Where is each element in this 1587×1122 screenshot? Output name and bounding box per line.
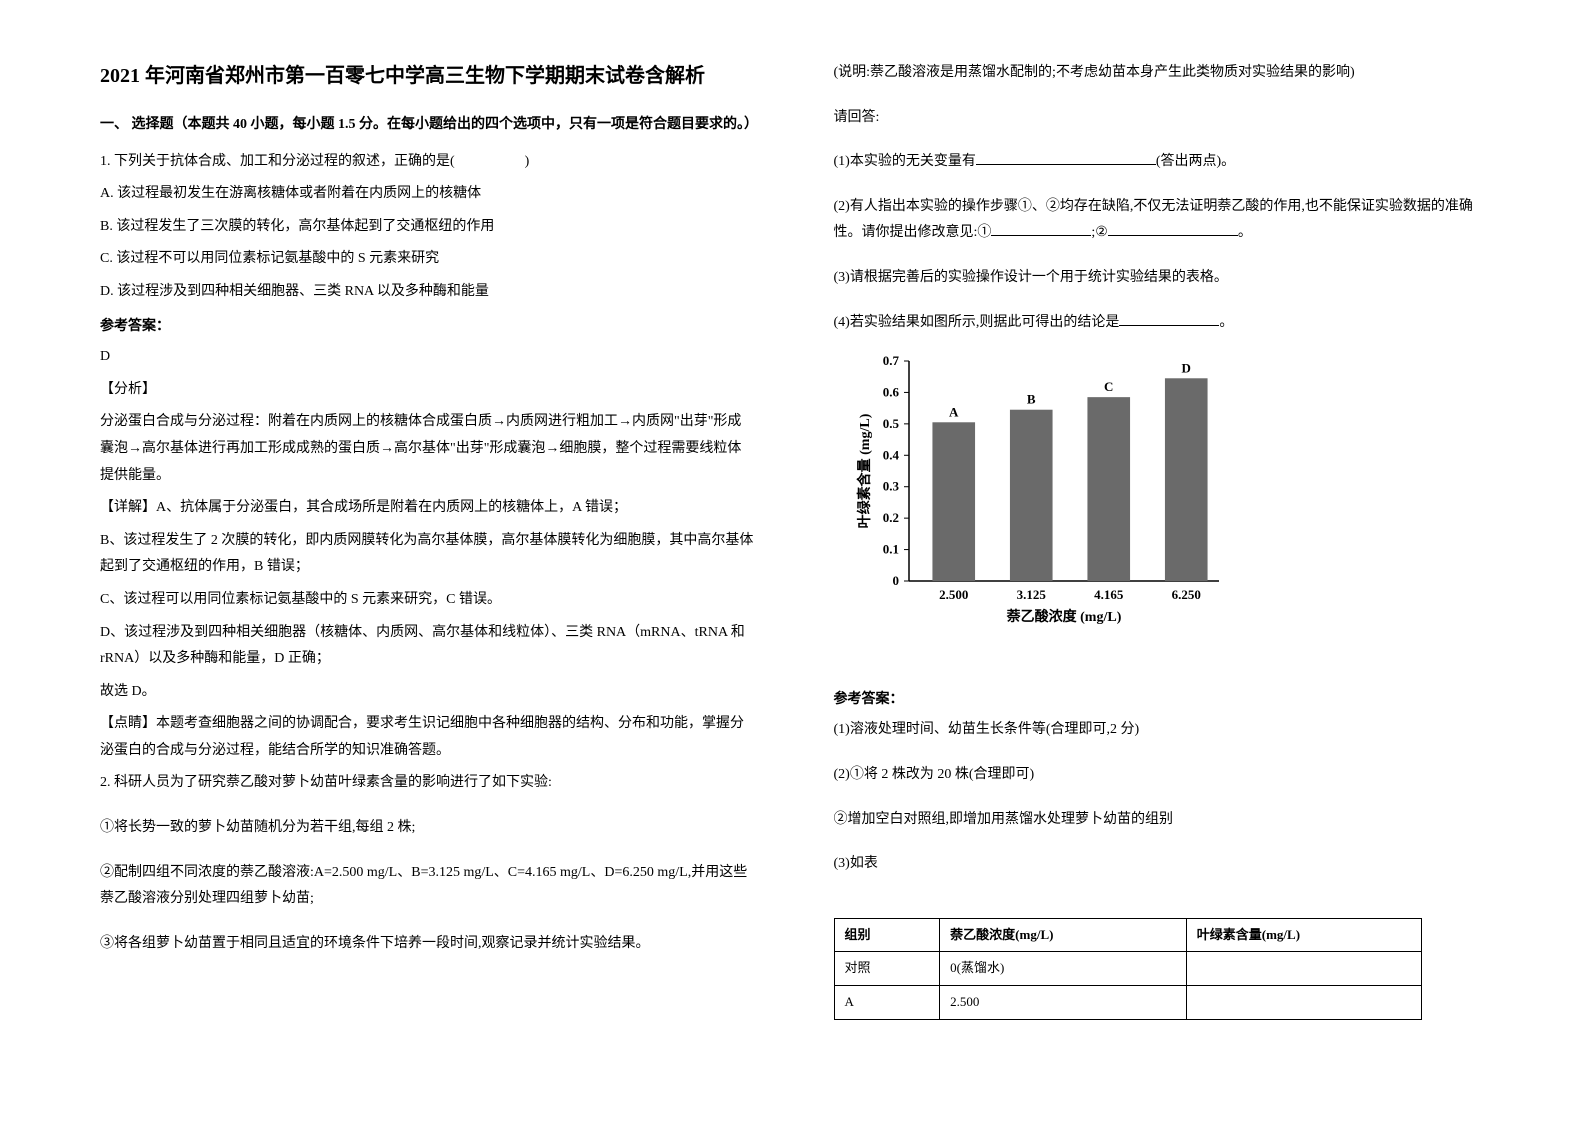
sub-q3: (3)请根据完善后的实验操作设计一个用于统计实验结果的表格。 — [834, 265, 1488, 292]
table-row: 对照0(蒸馏水) — [834, 952, 1421, 986]
ans-2b: ②增加空白对照组,即增加用蒸馏水处理萝卜幼苗的组别 — [834, 807, 1488, 834]
answer-label-right: 参考答案： — [834, 687, 1488, 714]
blank-2a[interactable] — [991, 222, 1091, 236]
detail-p1: 【详解】A、抗体属于分泌蛋白，其合成场所是附着在内质网上的核糖体上，A 错误； — [100, 495, 754, 522]
svg-text:0.5: 0.5 — [882, 416, 899, 431]
table-cell — [1186, 952, 1421, 986]
table-cell: A — [834, 986, 940, 1020]
detail-p5: 故选 D。 — [100, 679, 754, 706]
svg-text:4.165: 4.165 — [1094, 587, 1124, 602]
q1-option-b: B. 该过程发生了三次膜的转化，高尔基体起到了交通枢纽的作用 — [100, 214, 754, 241]
table-cell: 对照 — [834, 952, 940, 986]
table-header-cell: 叶绿素含量(mg/L) — [1186, 918, 1421, 952]
svg-text:0.3: 0.3 — [882, 479, 899, 494]
chart-svg: 0 0.1 0.2 0.3 0.4 0.5 0.6 0.7 A 2.500 B 3.125 C 4.165… — [854, 351, 1254, 661]
bar-chart: 0 0.1 0.2 0.3 0.4 0.5 0.6 0.7 A 2.500 B 3.125 C 4.165… — [834, 351, 1488, 672]
svg-text:D: D — [1181, 360, 1190, 375]
result-table: 组别萘乙酸浓度(mg/L)叶绿素含量(mg/L) 对照0(蒸馏水)A2.500 — [834, 918, 1422, 1020]
analysis-label: 【分析】 — [100, 377, 754, 404]
sub-q4-suf: 。 — [1219, 315, 1233, 330]
table-cell: 2.500 — [940, 986, 1187, 1020]
ans-1: (1)溶液处理时间、幼苗生长条件等(合理即可,2 分) — [834, 717, 1488, 744]
sub-q2-mid: ;② — [1091, 225, 1107, 240]
svg-text:C: C — [1104, 379, 1113, 394]
blank-2b[interactable] — [1108, 222, 1238, 236]
note: (说明:萘乙酸溶液是用蒸馏水配制的;不考虑幼苗本身产生此类物质对实验结果的影响) — [834, 60, 1488, 87]
point-p1: 【点睛】本题考查细胞器之间的协调配合，要求考生识记细胞中各种细胞器的结构、分布和… — [100, 711, 754, 764]
svg-text:萘乙酸浓度 (mg/L): 萘乙酸浓度 (mg/L) — [1005, 608, 1121, 625]
detail-p4: D、该过程涉及到四种相关细胞器（核糖体、内质网、高尔基体和线粒体）、三类 RNA… — [100, 620, 754, 673]
ans-2a: (2)①将 2 株改为 20 株(合理即可) — [834, 762, 1488, 789]
q1-option-c: C. 该过程不可以用同位素标记氨基酸中的 S 元素来研究 — [100, 246, 754, 273]
analysis-p1: 分泌蛋白合成与分泌过程：附着在内质网上的核糖体合成蛋白质→内质网进行粗加工→内质… — [100, 409, 754, 489]
answer-label: 参考答案： — [100, 314, 754, 341]
svg-text:0.2: 0.2 — [882, 510, 898, 525]
section-1-header: 一、 选择题（本题共 40 小题，每小题 1.5 分。在每小题给出的四个选项中，… — [100, 112, 754, 139]
sub-q1-suf: (答出两点)。 — [1156, 154, 1235, 169]
svg-text:0: 0 — [892, 573, 899, 588]
svg-text:6.250: 6.250 — [1171, 587, 1200, 602]
q2-step3: ③将各组萝卜幼苗置于相同且适宜的环境条件下培养一段时间,观察记录并统计实验结果。 — [100, 931, 754, 958]
table-cell — [1186, 986, 1421, 1020]
svg-text:0.7: 0.7 — [882, 353, 899, 368]
svg-text:B: B — [1026, 392, 1035, 407]
sub-q2-end: 。 — [1238, 225, 1252, 240]
blank-4[interactable] — [1119, 312, 1219, 326]
svg-text:0.6: 0.6 — [882, 385, 899, 400]
ans-3: (3)如表 — [834, 851, 1488, 878]
sub-q4: (4)若实验结果如图所示,则据此可得出的结论是 。 — [834, 310, 1488, 337]
q1-option-d: D. 该过程涉及到四种相关细胞器、三类 RNA 以及多种酶和能量 — [100, 279, 754, 306]
detail-p2: B、该过程发生了 2 次膜的转化，即内质网膜转化为高尔基体膜，高尔基体膜转化为细… — [100, 528, 754, 581]
blank-1[interactable] — [976, 151, 1156, 165]
right-column: (说明:萘乙酸溶液是用蒸馏水配制的;不考虑幼苗本身产生此类物质对实验结果的影响)… — [834, 60, 1488, 1062]
table-header-cell: 组别 — [834, 918, 940, 952]
table-cell: 0(蒸馏水) — [940, 952, 1187, 986]
sub-q1: (1)本实验的无关变量有 (答出两点)。 — [834, 149, 1488, 176]
table-header-cell: 萘乙酸浓度(mg/L) — [940, 918, 1187, 952]
q2-stem: 2. 科研人员为了研究萘乙酸对萝卜幼苗叶绿素含量的影响进行了如下实验: — [100, 770, 754, 797]
svg-text:0.4: 0.4 — [882, 447, 899, 462]
table-row: A2.500 — [834, 986, 1421, 1020]
svg-text:0.1: 0.1 — [882, 542, 898, 557]
detail-p3: C、该过程可以用同位素标记氨基酸中的 S 元素来研究，C 错误。 — [100, 587, 754, 614]
q1-answer: D — [100, 344, 754, 371]
svg-text:3.125: 3.125 — [1016, 587, 1046, 602]
sub-q1-pre: (1)本实验的无关变量有 — [834, 154, 976, 169]
q1-option-a: A. 该过程最初发生在游离核糖体或者附着在内质网上的核糖体 — [100, 181, 754, 208]
sub-q2: (2)有人指出本实验的操作步骤①、②均存在缺陷,不仅无法证明萘乙酸的作用,也不能… — [834, 194, 1488, 247]
exam-title: 2021 年河南省郑州市第一百零七中学高三生物下学期期末试卷含解析 — [100, 60, 754, 92]
q1-stem: 1. 下列关于抗体合成、加工和分泌过程的叙述，正确的是( ) — [100, 149, 754, 176]
q2-step2: ②配制四组不同浓度的萘乙酸溶液:A=2.500 mg/L、B=3.125 mg/… — [100, 860, 754, 913]
svg-text:2.500: 2.500 — [939, 587, 968, 602]
svg-text:叶绿素含量 (mg/L): 叶绿素含量 (mg/L) — [856, 413, 873, 528]
left-column: 2021 年河南省郑州市第一百零七中学高三生物下学期期末试卷含解析 一、 选择题… — [100, 60, 754, 1062]
q2-step1: ①将长势一致的萝卜幼苗随机分为若干组,每组 2 株; — [100, 815, 754, 842]
svg-text:A: A — [949, 404, 959, 419]
sub-q4-pre: (4)若实验结果如图所示,则据此可得出的结论是 — [834, 315, 1120, 330]
please-answer: 请回答: — [834, 105, 1488, 132]
